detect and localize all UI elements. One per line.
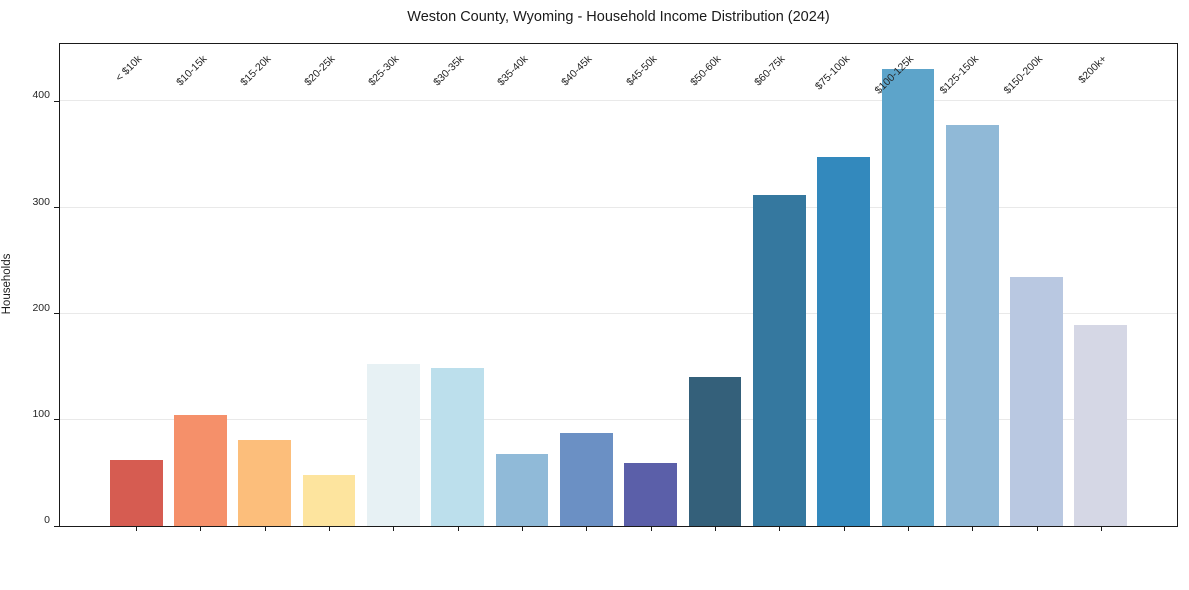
y-axis-label: Households <box>1 253 13 315</box>
gridline <box>60 206 1177 208</box>
bar-< $10k <box>109 460 163 526</box>
chart-title: Weston County, Wyoming - Household Incom… <box>407 9 830 25</box>
bar-slot: $150-200k <box>1001 44 1068 531</box>
bar-slot: $30-35k <box>426 44 490 531</box>
bar-$35-40k <box>495 453 549 526</box>
x-tick-mark <box>393 526 395 531</box>
gridline <box>60 418 1177 420</box>
x-tick-label: $150-200k <box>1001 53 1046 97</box>
y-tick-label: 100 <box>32 407 50 420</box>
x-tick-label: < $10k <box>113 53 145 84</box>
x-tick-label: $40-45k <box>559 53 595 89</box>
bar-$15-20k <box>238 440 292 526</box>
y-tick-mark <box>54 419 59 421</box>
bar-slot: $100-125k <box>873 44 940 531</box>
x-tick-label: $75-100k <box>812 53 853 93</box>
bar-slot: $60-75k <box>747 44 811 531</box>
y-tick-label: 400 <box>32 89 50 102</box>
x-tick-mark <box>264 526 266 531</box>
x-tick-label: $25-30k <box>366 53 402 89</box>
bar-slot: $35-40k <box>490 44 554 531</box>
x-tick-mark <box>522 526 524 531</box>
bar-$10-15k <box>174 414 227 526</box>
y-tick-mark <box>54 313 59 315</box>
x-tick-label: $125-150k <box>937 53 981 97</box>
bar-$25-30k <box>367 363 420 526</box>
x-tick-label: $45-50k <box>623 53 660 89</box>
bar-$50-60k <box>688 377 742 526</box>
bar-$125-150k <box>945 124 999 526</box>
bar-slot: < $10k <box>104 44 168 531</box>
y-tick-label: 200 <box>32 301 50 314</box>
x-tick-label: $20-25k <box>302 53 338 89</box>
x-tick-label: $60-75k <box>752 53 788 89</box>
bar-$200k+ <box>1074 325 1128 526</box>
bar-slot: $25-30k <box>361 44 425 531</box>
gridline <box>60 312 1177 314</box>
x-tick-mark <box>329 526 331 531</box>
bar-$30-35k <box>431 367 485 526</box>
bar-$60-75k <box>752 194 806 526</box>
x-tick-mark <box>779 526 781 531</box>
x-tick-label: $10-15k <box>173 53 209 89</box>
x-tick-mark <box>457 526 459 531</box>
bar-$100-125k <box>881 69 935 526</box>
plot-area: < $10k $10-15k $15-20k $20-25k $25-30k $30-35… <box>32 43 1178 531</box>
bar-$45-50k <box>624 463 678 526</box>
bar-$75-100k <box>817 156 870 526</box>
x-tick-mark <box>843 526 845 531</box>
bar-slot: $15-20k <box>233 44 297 531</box>
x-tick-mark <box>972 526 974 531</box>
bar-slot: $75-100k <box>811 44 875 531</box>
bar-slot: $45-50k <box>619 44 683 531</box>
bar-slot: $40-45k <box>554 44 618 531</box>
bar-slot: $125-150k <box>937 44 1004 531</box>
x-tick-mark <box>200 526 202 531</box>
y-tick-label: 0 <box>44 514 50 526</box>
x-tick-mark <box>1100 526 1102 531</box>
bar-$20-25k <box>302 475 356 526</box>
x-tick-mark <box>650 526 652 531</box>
y-tick-label: 300 <box>32 195 50 208</box>
bars-layer: < $10k $10-15k $15-20k $20-25k $25-30k $30-35… <box>60 44 1177 531</box>
x-tick-label: $30-35k <box>430 53 467 89</box>
x-tick-mark <box>907 526 909 531</box>
bar-slot: $50-60k <box>683 44 747 531</box>
x-tick-mark <box>1036 526 1038 531</box>
x-tick-mark <box>136 526 138 531</box>
bar-slot: $20-25k <box>297 44 361 531</box>
y-tick-mark <box>54 207 59 208</box>
x-tick-label: $35-40k <box>495 53 531 89</box>
bar-$40-45k <box>559 432 613 526</box>
bar-slot: $200k+ <box>1069 44 1133 531</box>
x-tick-mark <box>714 526 716 531</box>
gridline <box>60 100 1177 102</box>
x-tick-label: $15-20k <box>237 53 274 89</box>
y-tick-mark <box>54 525 59 527</box>
grid-layer <box>60 44 1177 526</box>
x-tick-label: $200k+ <box>1076 53 1110 87</box>
y-tick-mark <box>54 100 59 102</box>
bar-$150-200k <box>1010 276 1063 526</box>
bar-slot: $10-15k <box>168 44 232 531</box>
x-tick-label: $50-60k <box>688 53 724 89</box>
x-tick-mark <box>586 526 588 531</box>
